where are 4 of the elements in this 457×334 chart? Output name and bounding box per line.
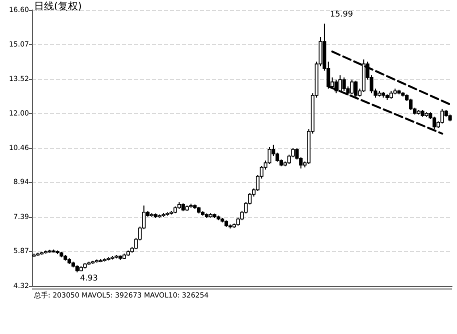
candlestick xyxy=(432,116,436,130)
candlestick xyxy=(409,98,413,111)
annotation: 4.93 xyxy=(80,274,98,282)
candlestick xyxy=(440,108,444,124)
